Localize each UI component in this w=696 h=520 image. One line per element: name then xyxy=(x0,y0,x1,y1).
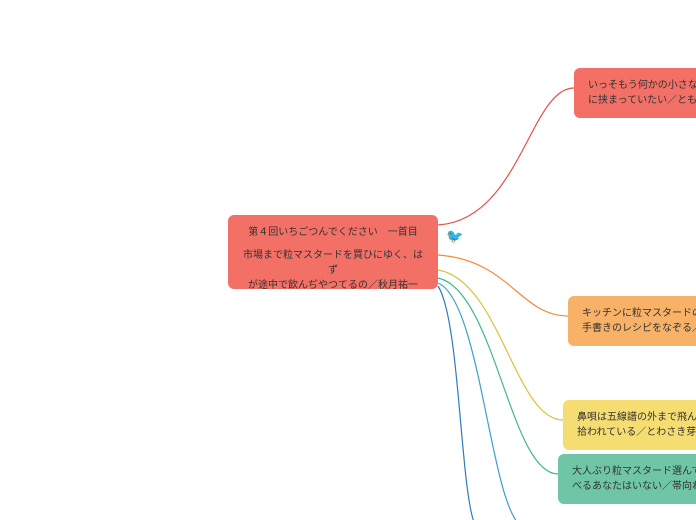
child-node-line1: いっそもう何かの小さな粒に xyxy=(588,80,696,91)
center-node-body: 市場まで粒マスタードを買ひにゆく、はず が途中で飲んぢやつてるの／秋月祐一 xyxy=(242,248,424,293)
edge xyxy=(438,255,568,316)
child-node-line2: 拾われている／とわさき芽ぐ xyxy=(577,427,696,438)
child-node[interactable]: いっそもう何かの小さな粒にに挟まっていたい／とも xyxy=(574,68,696,118)
edge xyxy=(438,278,558,474)
edge xyxy=(438,270,563,420)
child-node[interactable]: 大人ぶり粒マスタード選んでべるあなたはいない／帯向ね xyxy=(558,454,696,504)
child-node-line2: 手書きのレシピをなぞる／an xyxy=(582,323,696,334)
edge xyxy=(438,88,574,225)
edge xyxy=(438,286,475,520)
child-node-line2: べるあなたはいない／帯向ね xyxy=(572,481,696,492)
center-node-body-line2: が途中で飲んぢやつてるの／秋月祐一 xyxy=(248,280,418,291)
twitter-icon[interactable]: 🐦 xyxy=(446,228,463,245)
child-node-line1: 鼻唄は五線譜の外まで飛んで xyxy=(577,412,696,423)
center-node-title: 第４回いちごつんでください 一首目 xyxy=(242,225,424,240)
edge xyxy=(438,283,520,520)
child-node[interactable]: キッチンに粒マスタードの瓶手書きのレシピをなぞる／an xyxy=(568,296,696,346)
child-node-line1: 大人ぶり粒マスタード選んで xyxy=(572,466,696,477)
child-node[interactable]: 鼻唄は五線譜の外まで飛んで拾われている／とわさき芽ぐ xyxy=(563,400,696,450)
mindmap-canvas: 第４回いちごつんでください 一首目 市場まで粒マスタードを買ひにゆく、はず が途… xyxy=(0,0,696,520)
center-node[interactable]: 第４回いちごつんでください 一首目 市場まで粒マスタードを買ひにゆく、はず が途… xyxy=(228,215,438,289)
child-node-line2: に挟まっていたい／とも xyxy=(588,95,696,106)
center-node-body-line1: 市場まで粒マスタードを買ひにゆく、はず xyxy=(243,250,423,276)
child-node-line1: キッチンに粒マスタードの瓶 xyxy=(582,308,696,319)
